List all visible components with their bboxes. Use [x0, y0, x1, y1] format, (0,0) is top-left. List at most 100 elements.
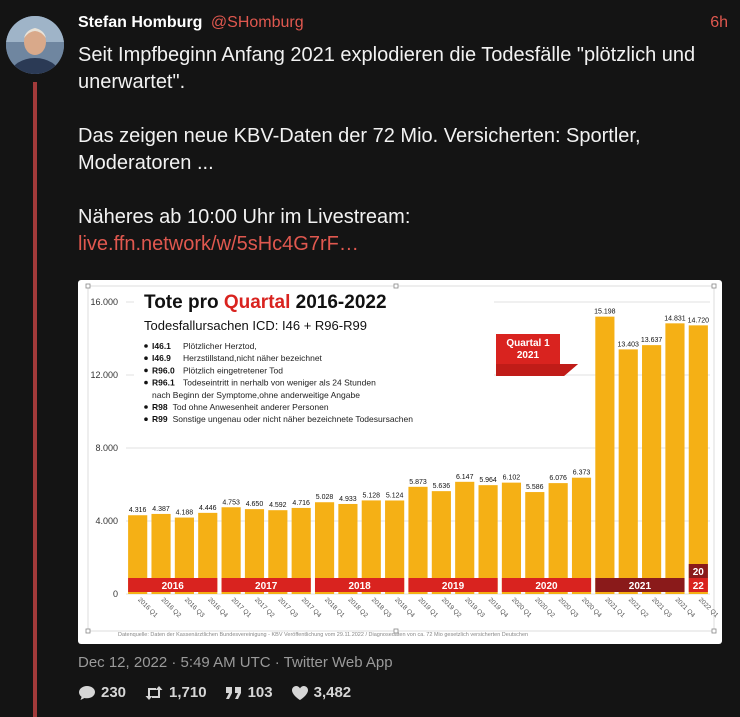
bar-chart: 0 4.000 8.000 12.000 16.000 4.316 2016 Q1 4.387… [85, 283, 720, 638]
year-band [595, 578, 685, 592]
retweet-button[interactable]: 1,710 [144, 684, 207, 701]
y-tick-label: 16.000 [90, 297, 118, 307]
resize-handle [393, 628, 399, 634]
bar-value-label: 4.650 [246, 501, 264, 508]
bar [525, 492, 545, 594]
year-band [221, 578, 311, 592]
chart-subtitle: Todesfallursachen ICD: I46 + R96-R99 [144, 318, 367, 333]
bar [128, 515, 148, 594]
bar-value-label: 14.720 [688, 317, 710, 324]
bar-value-label: 4.188 [176, 510, 194, 517]
year-band [128, 578, 218, 592]
bar [198, 512, 218, 594]
x-tick-label: 2017 Q4 [300, 596, 323, 619]
x-tick-label: 2020 Q4 [580, 596, 603, 619]
chart-title: Tote pro Quartal 2016-2022 [144, 292, 387, 313]
year-label: 2017 [255, 581, 278, 592]
bar [151, 513, 171, 594]
bar-value-label: 6.373 [573, 470, 591, 477]
x-tick-label: 2019 Q2 [440, 596, 463, 619]
bar [688, 325, 708, 594]
x-tick-label: 2019 Q1 [417, 596, 440, 619]
legend-code: R99 [152, 414, 168, 424]
author-handle[interactable]: @SHomburg [210, 14, 304, 31]
bar [244, 509, 265, 594]
reply-button[interactable]: 230 [78, 684, 126, 701]
quote-count: 103 [247, 684, 273, 701]
bar-value-label: 15.198 [594, 309, 616, 316]
x-tick-label: 2016 Q2 [160, 596, 183, 619]
bar-value-label: 5.128 [363, 492, 381, 499]
bar [174, 517, 194, 594]
bar-value-label: 5.873 [409, 479, 427, 486]
year-label: 20 [693, 567, 705, 578]
x-tick-label: 2020 Q1 [510, 596, 533, 619]
x-tick-label: 2017 Q2 [253, 596, 276, 619]
bar-value-label: 4.716 [292, 500, 310, 507]
bar-value-label: 5.028 [316, 494, 334, 501]
avatar-image [6, 16, 64, 74]
legend-bullet [144, 405, 148, 409]
bar [618, 349, 638, 594]
resize-handle [711, 628, 717, 634]
avatar[interactable] [6, 16, 64, 74]
tweet-image[interactable]: 0 4.000 8.000 12.000 16.000 4.316 2016 Q1 4.387… [78, 280, 722, 644]
like-count: 3,482 [313, 684, 352, 701]
tweet-text-line: Seit Impfbeginn Anfang 2021 explodieren … [78, 44, 696, 93]
legend-bullet [144, 344, 148, 348]
legend-code: R96.1 [152, 378, 175, 388]
bar [291, 507, 311, 594]
bar [548, 483, 568, 594]
author-name[interactable]: Stefan Homburg [78, 14, 203, 31]
reply-count: 230 [101, 684, 127, 701]
year-label: 2016 [162, 581, 185, 592]
heart-icon [291, 685, 308, 700]
x-tick-label: 2017 Q3 [276, 596, 299, 619]
tweet-meta[interactable]: Dec 12, 2022 · 5:49 AM UTC · Twitter Web… [78, 654, 393, 671]
retweet-count: 1,710 [169, 684, 207, 701]
legend-text: Herzstillstand,nicht näher bezeichnet [183, 353, 323, 363]
x-tick-label: 2018 Q1 [323, 596, 346, 619]
x-tick-label: 2020 Q2 [533, 596, 556, 619]
y-tick-label: 0 [113, 589, 118, 599]
x-tick-label: 2016 Q1 [136, 596, 159, 619]
bar-value-label: 5.124 [386, 492, 404, 499]
resize-handle [85, 283, 91, 289]
legend-text: nach Beginn der Symptome,ohne anderweiti… [152, 390, 360, 400]
bar [385, 500, 405, 594]
quote-button[interactable]: 103 [225, 684, 273, 701]
like-button[interactable]: 3,482 [291, 684, 352, 701]
tweet-actions: 230 1,710 103 3,482 [78, 684, 351, 701]
callout-label: Quartal 1 [506, 338, 550, 349]
callout-arrow-tip [496, 364, 578, 376]
bar [338, 503, 358, 594]
legend-text: Plötzlicher Herztod, [183, 341, 257, 351]
bar-value-label: 5.636 [433, 483, 451, 490]
y-tick-label: 4.000 [95, 516, 118, 526]
speech-bubble-icon [79, 685, 95, 700]
year-band [408, 578, 498, 592]
legend-code: I46.9 [152, 353, 171, 363]
year-band [501, 578, 592, 592]
legend-text: Plötzlich eingetretener Tod [183, 365, 283, 375]
x-tick-label: 2018 Q3 [370, 596, 393, 619]
bar [408, 486, 428, 594]
bar [361, 500, 381, 594]
legend-bullet [144, 417, 148, 421]
x-tick-label: 2016 Q3 [183, 596, 206, 619]
tweet-time[interactable]: 6h [710, 14, 728, 31]
x-tick-label: 2016 Q4 [206, 596, 229, 619]
legend-code: R96.0 [152, 365, 175, 375]
legend-bullet [144, 356, 148, 360]
x-tick-label: 2021 Q4 [674, 596, 697, 619]
livestream-link[interactable]: live.ffn.network/w/5sHc4G7rF… [78, 233, 359, 255]
year-label: 2020 [535, 581, 558, 592]
bar [642, 345, 662, 594]
x-tick-label: 2017 Q1 [230, 596, 253, 619]
x-tick-label: 2022 Q1 [697, 596, 720, 619]
bar [571, 477, 592, 594]
bar-value-label: 6.102 [503, 475, 521, 482]
legend-bullet [144, 380, 148, 385]
tweet-text: Seit Impfbeginn Anfang 2021 explodieren … [78, 42, 728, 258]
x-tick-label: 2021 Q2 [627, 596, 650, 619]
